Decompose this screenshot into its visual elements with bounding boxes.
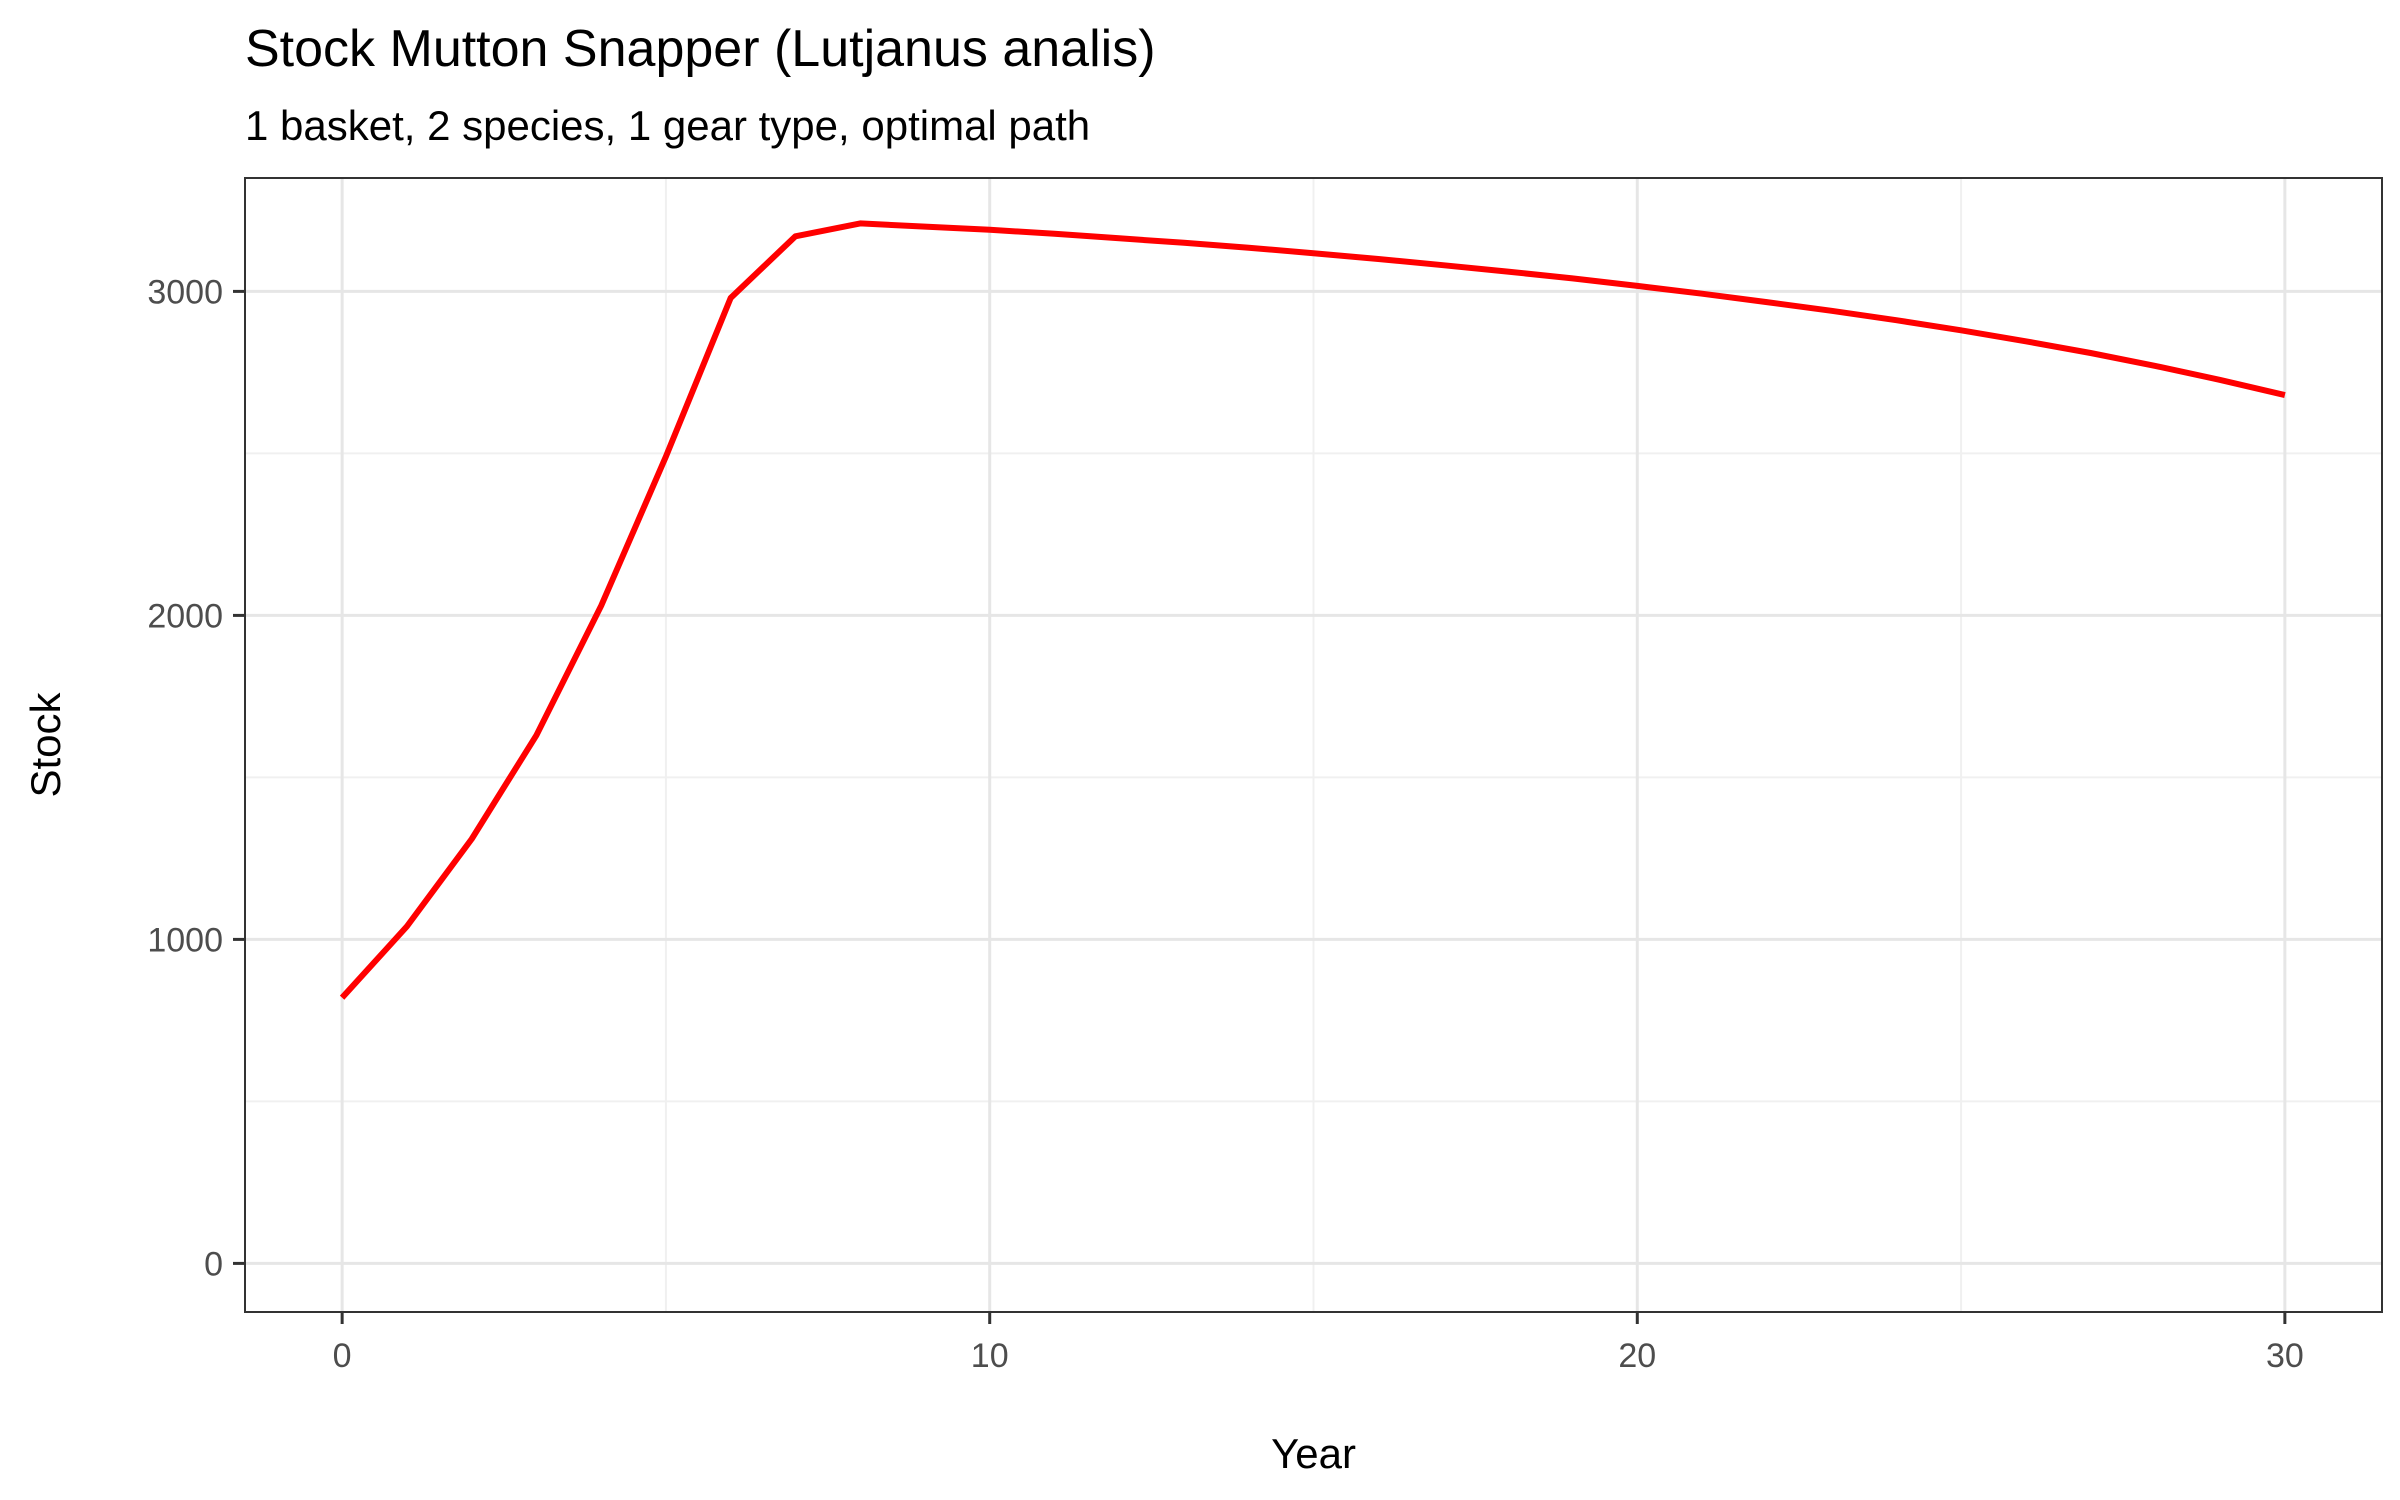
series-layer xyxy=(339,220,2286,1000)
minor-gridlines xyxy=(245,178,2382,1312)
x-axis: 0 10 20 30 xyxy=(333,1312,2304,1375)
y-tick-label: 3000 xyxy=(147,273,223,311)
x-tick-label: 30 xyxy=(2266,1337,2304,1375)
x-tick-label: 0 xyxy=(333,1337,352,1375)
x-tick-label: 20 xyxy=(1618,1337,1656,1375)
major-gridlines xyxy=(245,178,2382,1312)
x-tick-label: 10 xyxy=(971,1337,1009,1375)
chart-title: Stock Mutton Snapper (Lutjanus analis) xyxy=(245,20,1156,78)
y-tick-label: 0 xyxy=(204,1245,223,1283)
y-tick-label: 1000 xyxy=(147,921,223,959)
x-axis-title: Year xyxy=(1271,1430,1356,1477)
series-line xyxy=(339,220,2286,1000)
plot-panel-border xyxy=(244,177,2383,1313)
chart-subtitle: 1 basket, 2 species, 1 gear type, optima… xyxy=(245,102,1090,149)
y-tick-label: 2000 xyxy=(147,597,223,635)
y-axis-title: Stock xyxy=(22,691,69,797)
y-axis: 0 1000 2000 3000 xyxy=(147,273,245,1283)
